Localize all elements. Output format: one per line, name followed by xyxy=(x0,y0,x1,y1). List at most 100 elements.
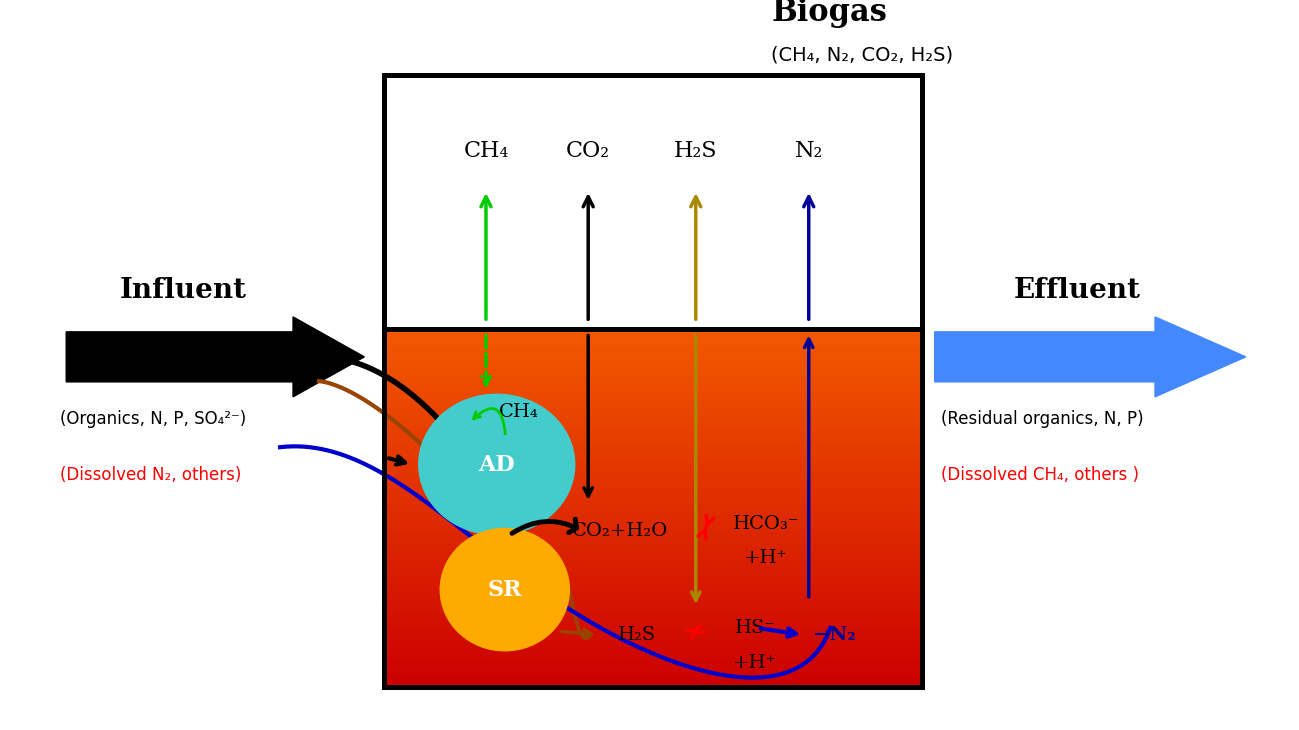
Bar xyxy=(383,428,922,431)
Bar xyxy=(383,587,922,591)
Bar xyxy=(383,364,922,366)
Bar xyxy=(383,652,922,655)
Bar xyxy=(383,347,922,350)
Text: HS⁻: HS⁻ xyxy=(735,619,776,637)
Bar xyxy=(383,673,922,676)
Bar xyxy=(383,450,922,453)
Bar xyxy=(383,567,922,571)
Bar xyxy=(383,519,922,522)
Bar xyxy=(383,75,922,687)
Bar xyxy=(383,451,922,454)
Bar xyxy=(383,345,922,349)
Bar xyxy=(383,655,922,658)
Bar xyxy=(383,492,922,496)
Bar xyxy=(383,496,922,499)
Text: CH₄: CH₄ xyxy=(464,140,509,162)
Bar xyxy=(383,498,922,501)
Bar xyxy=(383,546,922,549)
FancyArrow shape xyxy=(66,317,364,397)
Bar xyxy=(383,396,922,399)
Bar xyxy=(383,510,922,513)
Bar xyxy=(383,335,922,338)
Bar xyxy=(383,625,922,628)
Bar xyxy=(383,474,922,477)
Bar xyxy=(383,462,922,465)
Bar xyxy=(383,466,922,469)
FancyArrow shape xyxy=(935,317,1246,397)
Bar xyxy=(383,419,922,422)
Bar xyxy=(383,566,922,569)
Bar xyxy=(383,599,922,603)
Bar xyxy=(383,502,922,504)
Bar xyxy=(383,439,922,442)
Bar xyxy=(383,472,922,476)
Bar xyxy=(383,569,922,572)
Bar xyxy=(383,662,922,666)
Bar xyxy=(383,415,922,418)
Bar xyxy=(383,403,922,406)
Bar xyxy=(383,408,922,412)
Text: Biogas: Biogas xyxy=(772,0,887,28)
Bar xyxy=(383,650,922,653)
Text: +H⁺: +H⁺ xyxy=(733,653,777,672)
Bar xyxy=(383,528,922,531)
Bar xyxy=(383,410,922,413)
Text: Effluent: Effluent xyxy=(1013,277,1141,304)
Text: Influent: Influent xyxy=(120,277,247,304)
Bar xyxy=(383,669,922,672)
Text: (Residual organics, N, P): (Residual organics, N, P) xyxy=(942,410,1144,429)
Bar xyxy=(383,437,922,440)
Bar xyxy=(383,469,922,472)
Bar xyxy=(383,641,922,644)
Bar xyxy=(383,553,922,556)
Bar xyxy=(383,342,922,345)
Text: (Dissolved CH₄, others ): (Dissolved CH₄, others ) xyxy=(942,466,1139,484)
Bar xyxy=(383,383,922,386)
Bar xyxy=(383,619,922,623)
Bar xyxy=(383,412,922,415)
Bar xyxy=(383,594,922,597)
Bar xyxy=(383,75,922,687)
Text: SR: SR xyxy=(487,579,522,601)
Bar xyxy=(383,630,922,633)
Bar xyxy=(383,369,922,372)
Bar xyxy=(383,487,922,490)
Bar xyxy=(383,440,922,444)
Bar xyxy=(383,329,922,333)
Bar xyxy=(383,542,922,545)
Bar xyxy=(383,328,922,331)
Bar xyxy=(383,446,922,449)
Bar xyxy=(383,494,922,497)
Bar xyxy=(383,447,922,450)
Bar xyxy=(383,551,922,555)
Bar xyxy=(383,629,922,631)
Text: +H⁺: +H⁺ xyxy=(744,550,787,567)
Bar xyxy=(383,621,922,624)
Bar xyxy=(383,367,922,370)
Bar xyxy=(383,478,922,481)
Bar xyxy=(383,680,922,683)
Bar xyxy=(383,561,922,564)
Bar xyxy=(383,512,922,515)
Bar xyxy=(383,521,922,524)
Bar xyxy=(383,339,922,342)
Bar xyxy=(383,426,922,429)
Bar xyxy=(383,605,922,608)
Bar xyxy=(383,602,922,604)
Bar xyxy=(383,401,922,404)
Bar xyxy=(383,642,922,646)
Bar xyxy=(383,535,922,539)
Bar xyxy=(383,371,922,374)
Bar xyxy=(383,381,922,385)
Bar xyxy=(383,682,922,685)
Bar xyxy=(383,488,922,492)
Bar xyxy=(383,471,922,474)
Bar xyxy=(383,637,922,640)
Bar xyxy=(383,562,922,565)
Bar xyxy=(383,353,922,356)
Bar xyxy=(383,483,922,486)
Bar xyxy=(383,539,922,542)
Bar xyxy=(383,356,922,359)
Bar xyxy=(383,564,922,567)
Bar xyxy=(383,550,922,553)
